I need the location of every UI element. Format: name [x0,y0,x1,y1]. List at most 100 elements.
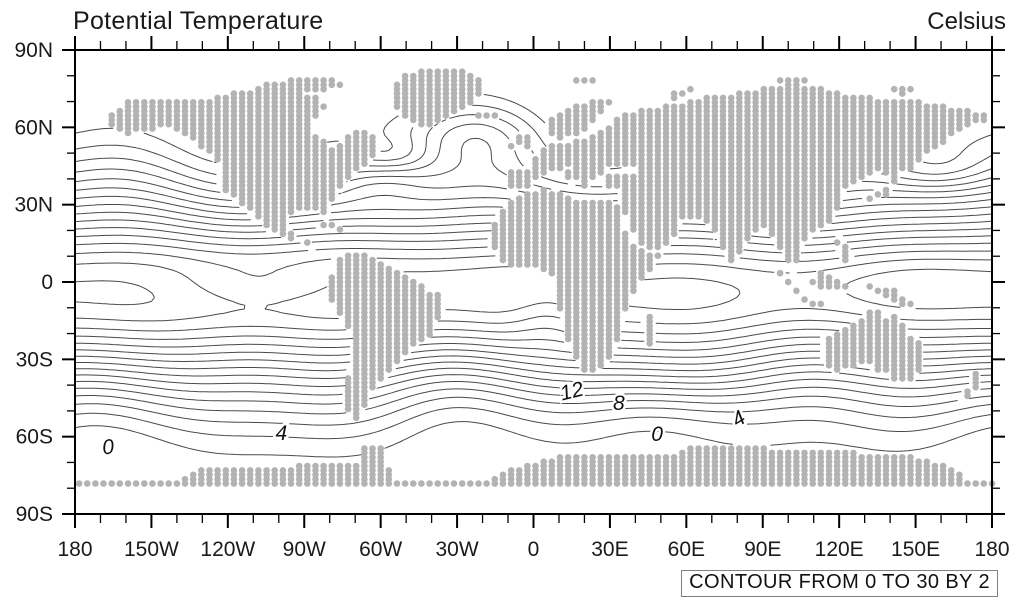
land-dot [377,261,385,268]
land-dot [899,85,906,93]
land-dot [899,296,906,303]
land-dot [189,99,197,106]
land-dot [149,480,156,487]
contour-line-28 [74,258,992,325]
land-dot [287,230,295,238]
land-dot [784,449,792,457]
land-dot [328,77,336,84]
contour-label: 8 [613,392,625,415]
land-dot [931,462,939,470]
land-dot [401,480,409,487]
land-dot [801,296,808,303]
land-dot [890,454,898,461]
x-tick-label: 180 [57,538,92,561]
land-dot [467,480,474,487]
land-dot [899,322,906,330]
land-dot [328,274,336,281]
land-dot [540,147,547,154]
land-dot [507,142,515,150]
land-dot [581,138,588,146]
land-dot [605,454,613,461]
land-dot [132,480,140,487]
land-dot [890,313,898,321]
land-dot [304,94,311,102]
land-dot [850,449,857,457]
land-dot [271,81,279,89]
land-dot [947,107,955,115]
land-dot [768,449,776,457]
contour-line-24 [74,242,993,343]
land-dot [793,449,800,457]
land-dot [393,480,401,487]
land-dot [858,318,865,325]
land-dot [907,99,914,106]
land-dot [874,454,882,461]
land-dot [515,134,523,141]
land-dot [344,134,352,141]
land-dot [214,467,221,474]
land-dot [393,81,401,89]
land-dot [703,445,710,452]
land-dot [858,454,865,461]
land-dot [621,230,629,238]
land-dot [312,77,319,84]
contour-line-12 [74,194,993,387]
land-dot [564,195,572,202]
land-dot [524,462,531,470]
land-dot [344,375,352,382]
land-dot [964,107,971,115]
land-dot [564,454,572,461]
land-dot [825,335,833,343]
land-dot [507,199,515,207]
land-dot [255,467,262,474]
land-dot [271,467,279,474]
land-dot [328,462,336,470]
land-dot [287,467,295,474]
land-dot [638,248,645,255]
land-dot [719,94,727,102]
land-dot [613,454,621,461]
land-dot [442,480,450,487]
land-dot [458,480,466,487]
land-dot [418,480,425,487]
land-dot [793,287,800,295]
land-dot [850,94,857,102]
land-dot [573,199,580,207]
land-dot [597,129,604,137]
land-dot [434,480,442,487]
land-dot [842,94,849,102]
land-dot [320,462,327,470]
land-dot [630,112,637,119]
land-dot [630,173,637,181]
land-dot [809,300,816,308]
land-dot [214,94,221,102]
land-dot [458,68,466,75]
land-dot [564,107,572,115]
units-label: Celsius [927,8,1006,35]
land-dot [866,283,873,290]
x-tick-label: 120E [815,538,864,561]
land-dot [882,287,890,295]
land-dot [230,467,238,474]
contour-line-18 [74,219,993,365]
land-dot [483,112,490,119]
land-dot [809,85,816,93]
land-dot [842,243,849,251]
land-dot [132,99,140,106]
land-dot [695,445,702,452]
land-dot [882,318,890,325]
land-dot [157,99,164,106]
land-dot [344,462,352,470]
contour-line-8 [74,137,993,405]
contour-line-4 [74,114,993,426]
land-dot [418,68,425,75]
land-dot [336,81,344,89]
contour-label: 4 [275,422,287,445]
land-dot [573,77,580,84]
land-dot [532,462,539,470]
land-dot [915,99,922,106]
land-dot [352,129,360,137]
land-dot [719,445,727,452]
land-dot [116,107,124,115]
land-dot [654,252,662,259]
